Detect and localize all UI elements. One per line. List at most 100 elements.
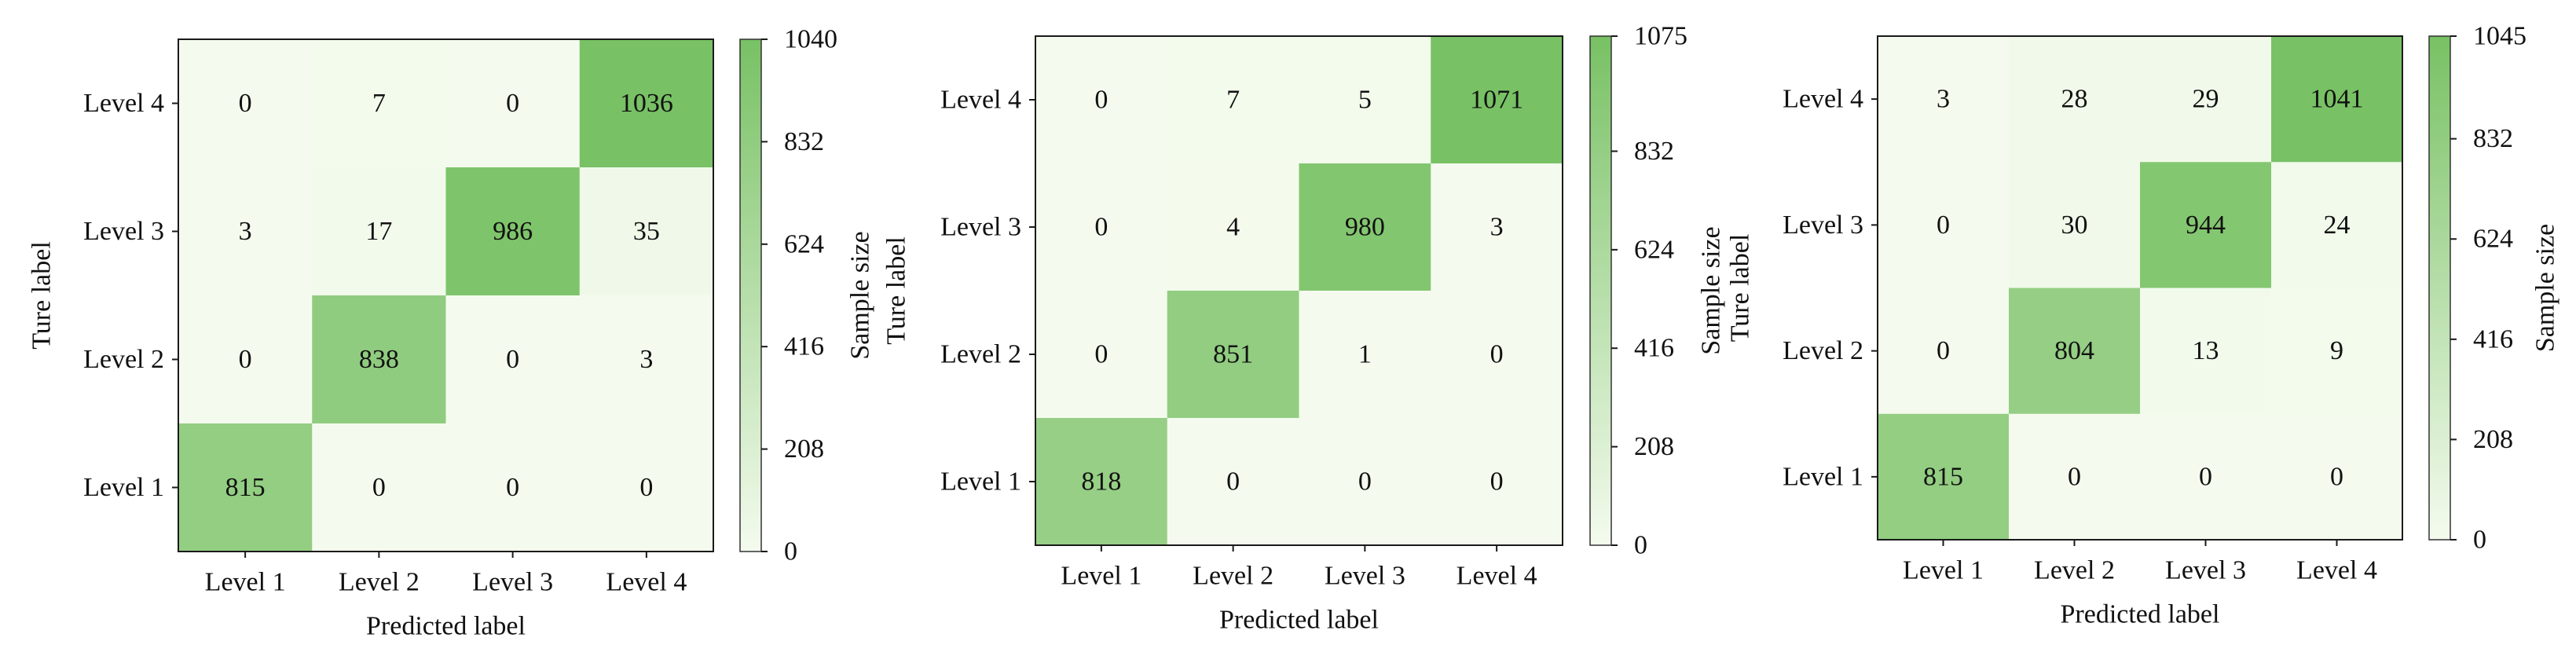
heatmap-cell (1299, 291, 1431, 419)
heatmap-cell (312, 39, 447, 168)
colorbar-fill (2429, 36, 2450, 540)
heatmap-cell (1431, 291, 1563, 419)
heatmap-cell (1167, 418, 1300, 545)
heatmap-cell (178, 39, 313, 168)
y-tick-label: Level 2 (1783, 336, 1863, 365)
heatmap-cell (579, 423, 713, 552)
heatmap-cell (1431, 163, 1563, 291)
heatmap-cell (312, 295, 447, 424)
heatmap-cell (579, 295, 713, 424)
y-tick-label: Level 3 (1783, 211, 1863, 240)
cell-value-label: 0 (506, 89, 519, 118)
y-tick-label: Level 4 (1783, 85, 1863, 114)
cell-value-label: 0 (1937, 336, 1950, 365)
y-tick-label: Level 2 (83, 345, 164, 374)
cell-value-label: 7 (1226, 86, 1240, 115)
colorbar-tick-label: 832 (1634, 137, 1674, 166)
heatmap-cell (2009, 36, 2141, 163)
x-tick-label: Level 2 (1193, 562, 1273, 591)
colorbar-tick-label: 416 (784, 332, 824, 361)
cell-value-label: 0 (1937, 211, 1950, 240)
cell-value-label: 838 (359, 345, 399, 374)
x-tick-label: Level 3 (2165, 556, 2246, 585)
y-tick-label: Level 4 (940, 86, 1021, 115)
colorbar: 0 208 416 624 832 1075 Sample size (1589, 22, 1726, 560)
colorbar: 0 208 416 624 832 1045 Sample size (2428, 22, 2560, 555)
heatmap-cell (2140, 36, 2272, 163)
colorbar-tick-label: 1045 (2473, 22, 2527, 51)
colorbar-label: Sample size (1697, 226, 1726, 354)
colorbar-tick-label: 208 (784, 434, 824, 464)
cell-value-label: 0 (1094, 213, 1108, 242)
x-tick-label: Level 4 (606, 568, 687, 597)
y-axis-label: Ture label (27, 241, 57, 350)
colorbar-tick-label: 0 (784, 537, 797, 566)
cell-value-label: 3 (1490, 213, 1504, 242)
heatmap-cell (1878, 288, 2010, 415)
confusion-matrix-panel-3: 3 28 29 1041 0 30 944 24 0 804 13 9 815 0 0 0 Level 4 Lev… (1726, 22, 2560, 629)
colorbar-tick-label: 0 (2473, 526, 2486, 555)
heatmap-cell (1035, 163, 1168, 291)
cell-value-label: 0 (1490, 467, 1504, 497)
cell-value-label: 0 (1226, 467, 1240, 497)
cell-value-label: 815 (225, 473, 266, 502)
y-tick-label: Level 1 (940, 467, 1021, 497)
cell-value-label: 0 (1094, 86, 1108, 115)
x-tick-label: Level 2 (339, 568, 420, 597)
x-tick-label: Level 1 (1061, 562, 1141, 591)
heatmap-cell (2009, 162, 2141, 289)
heatmap-cell (445, 167, 581, 296)
cell-value-label: 0 (239, 89, 252, 118)
colorbar-tick-label: 416 (1634, 334, 1674, 363)
heatmap-cell (178, 423, 313, 552)
colorbar-tick-label: 208 (1634, 432, 1674, 461)
cell-value-label: 815 (1923, 462, 1963, 491)
heatmap-cell (1299, 36, 1431, 164)
cell-value-label: 0 (2330, 462, 2343, 491)
x-tick-label: Level 3 (1325, 562, 1405, 591)
x-tick-label: Level 4 (2296, 556, 2377, 585)
colorbar-fill (740, 39, 761, 552)
x-axis-label: Predicted label (2061, 600, 2220, 629)
confusion-matrix-panel-2: 0 7 5 1071 0 4 980 3 0 851 1 0 818 0 0 0 Level 4 Level 3 L… (882, 22, 1726, 635)
heatmap-cell (1878, 413, 2010, 540)
colorbar-frame (2428, 35, 2451, 541)
heatmap-cell (1035, 36, 1168, 164)
colorbar-label: Sample size (846, 231, 875, 359)
heatmap-cell (445, 295, 581, 424)
heatmap-cell (2271, 413, 2402, 540)
cell-value-label: 5 (1358, 86, 1372, 115)
colorbar-frame (1589, 35, 1612, 546)
heatmap-cell (1167, 36, 1300, 164)
x-tick-label: Level 1 (1903, 556, 1984, 585)
cell-value-label: 3 (1937, 85, 1950, 114)
colorbar-tick-label: 624 (1634, 235, 1674, 264)
y-axis-label: Ture label (882, 236, 911, 345)
heatmap-cell (1167, 163, 1300, 291)
heatmap-cell (1878, 162, 2010, 289)
heatmap-cell (178, 295, 313, 424)
y-tick-label: Level 4 (83, 89, 164, 118)
cell-value-label: 30 (2061, 211, 2088, 240)
colorbar-tick-label: 1040 (784, 25, 837, 54)
colorbar-tick-label: 832 (2473, 124, 2513, 153)
colorbar-label: Sample size (2531, 224, 2560, 352)
colorbar-tick-label: 416 (2473, 324, 2513, 354)
heatmap-cell (1299, 418, 1431, 545)
cell-value-label: 17 (365, 217, 392, 246)
cell-value-label: 7 (372, 89, 386, 118)
colorbar-tick-label: 1075 (1634, 22, 1687, 51)
heatmap-frame (1035, 35, 1563, 546)
cell-value-label: 3 (639, 345, 653, 374)
heatmap-cell (2140, 162, 2272, 289)
heatmap-cell (579, 167, 713, 296)
cell-value-label: 804 (2054, 336, 2094, 365)
confusion-matrix-panel-1: 0 7 0 1036 3 17 986 35 0 838 0 3 815 0 0 0 Level 4 Level … (27, 25, 875, 641)
heatmap-frame (178, 38, 714, 552)
cell-value-label: 1041 (2310, 85, 2364, 114)
x-tick-label: Level 4 (1457, 562, 1537, 591)
heatmap-cell (1431, 36, 1563, 164)
colorbar-frame (739, 38, 762, 552)
heatmap-cell (312, 423, 447, 552)
cell-value-label: 24 (2324, 211, 2351, 240)
